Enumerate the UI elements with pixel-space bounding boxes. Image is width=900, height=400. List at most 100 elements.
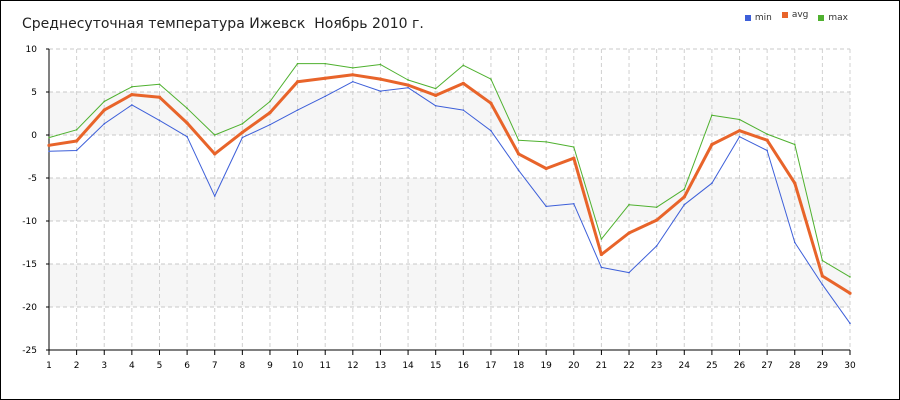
y-tick-label: -5 [28, 174, 37, 184]
data-point-avg [820, 274, 824, 278]
data-point-max [655, 206, 658, 209]
data-point-max [517, 139, 520, 141]
x-tick-label: 16 [458, 361, 470, 371]
data-point-min [213, 195, 216, 197]
legend-swatch [781, 12, 788, 18]
data-point-min [490, 129, 492, 132]
x-tick-label: 13 [375, 361, 386, 371]
data-point-max [131, 86, 133, 88]
chart-title: Среднесуточная температура Ижевск Ноябрь… [22, 16, 424, 32]
x-tick-label: 22 [623, 361, 634, 371]
data-point-avg [461, 81, 465, 85]
data-point-min [324, 95, 327, 98]
data-point-avg [793, 181, 797, 185]
data-point-max [158, 83, 161, 86]
data-point-avg [848, 291, 852, 295]
data-point-avg [682, 195, 686, 199]
data-point-avg [47, 143, 51, 147]
data-point-min [600, 266, 603, 269]
data-point-avg [737, 129, 742, 133]
y-tick-label: 5 [31, 88, 37, 98]
data-point-avg [157, 95, 162, 99]
x-tick-label: 19 [540, 361, 552, 371]
series-line-max [48, 63, 851, 278]
data-point-avg [295, 80, 300, 84]
data-point-avg [710, 142, 714, 147]
data-point-min [434, 104, 437, 107]
x-tick-label: 23 [651, 361, 662, 371]
data-point-max [269, 100, 271, 103]
data-point-min [628, 271, 630, 274]
x-tick-label: 11 [319, 361, 330, 371]
legend-entry-min: min [744, 12, 772, 24]
x-tick-label: 2 [74, 361, 80, 371]
data-point-max [75, 129, 78, 131]
data-point-max [434, 87, 437, 90]
data-point-avg [268, 111, 272, 115]
data-point-min [379, 90, 382, 92]
x-tick-label: 6 [184, 361, 190, 371]
data-point-max [241, 123, 244, 125]
x-tick-label: 21 [596, 361, 607, 371]
data-point-max [545, 141, 547, 143]
legend: min avg max [744, 9, 848, 24]
x-tick-label: 10 [292, 361, 304, 371]
x-tick-label: 28 [789, 361, 801, 371]
legend-swatch [744, 15, 751, 21]
data-point-avg [516, 152, 521, 156]
data-point-max [213, 134, 216, 136]
data-point-max [849, 276, 851, 278]
x-tick-label: 3 [101, 361, 107, 371]
data-point-min [75, 149, 78, 152]
data-point-max [821, 259, 824, 262]
y-tick-label: 10 [26, 45, 38, 55]
series-line-min [48, 81, 851, 324]
data-point-avg [102, 108, 106, 112]
y-tick-label: -10 [22, 217, 37, 227]
x-tick-label: 12 [347, 361, 358, 371]
data-point-min [103, 123, 106, 125]
data-point-min [711, 182, 713, 184]
legend-label: min [754, 13, 772, 23]
data-point-min [269, 123, 271, 126]
data-point-min [158, 119, 161, 122]
legend-entry-avg: avg [781, 9, 809, 21]
data-point-min [296, 109, 299, 111]
x-tick-label: 17 [485, 361, 496, 371]
data-point-max [462, 64, 465, 67]
legend-entry-max: max [818, 12, 848, 24]
data-point-max [628, 203, 630, 206]
x-tick-label: 20 [568, 361, 580, 371]
data-point-min [821, 283, 824, 286]
data-point-avg [765, 138, 769, 142]
data-point-avg [185, 121, 189, 125]
data-point-avg [655, 218, 659, 222]
data-point-max [683, 188, 686, 190]
legend-label: max [828, 13, 848, 23]
x-tick-label: 25 [706, 361, 717, 371]
data-point-min [407, 86, 409, 89]
x-tick-label: 5 [157, 361, 163, 371]
legend-label: avg [791, 10, 809, 20]
x-tick-label: 29 [817, 361, 829, 371]
data-point-avg [378, 77, 383, 81]
grid-band [49, 264, 850, 307]
data-point-max [711, 114, 713, 117]
data-point-max [186, 107, 188, 110]
grid-band [49, 178, 850, 221]
data-point-avg [351, 73, 355, 77]
data-point-min [738, 135, 741, 138]
data-point-min [655, 245, 658, 247]
data-point-max [352, 67, 354, 69]
data-point-max [766, 133, 768, 135]
y-tick-label: -20 [22, 303, 37, 313]
data-point-max [379, 63, 382, 66]
data-point-max [103, 100, 106, 103]
y-tick-label: -15 [22, 260, 37, 270]
data-point-avg [489, 101, 493, 105]
data-point-min [793, 241, 796, 244]
data-point-avg [323, 76, 327, 80]
data-point-max [793, 143, 796, 146]
x-tick-label: 7 [212, 361, 218, 371]
data-point-avg [406, 83, 410, 87]
